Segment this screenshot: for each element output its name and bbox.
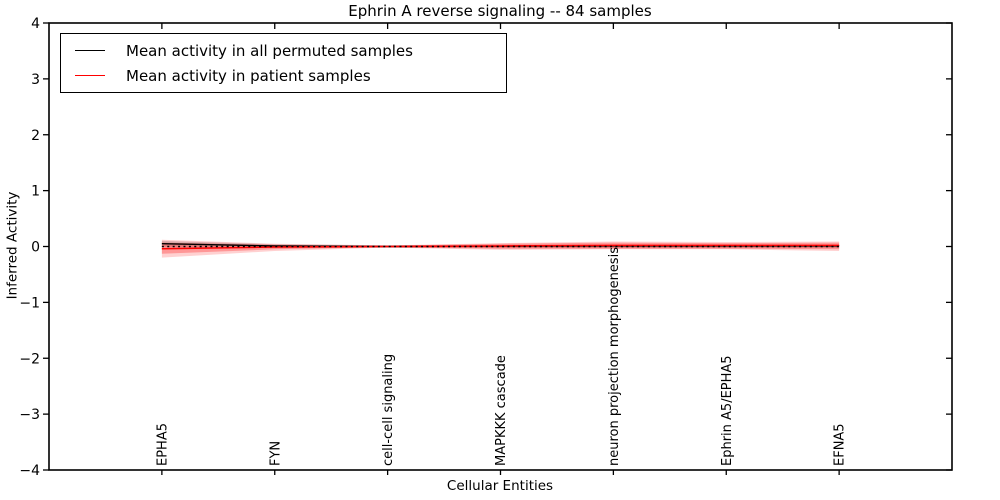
- band-patient-std-band-outer: [161, 239, 840, 258]
- x-tick-label: EFNA5: [833, 423, 848, 466]
- x-tick-label: EPHA5: [155, 423, 170, 466]
- x-tick-label: neuron projection morphogenesis: [607, 247, 622, 466]
- x-tick-label: MAPKKK cascade: [494, 355, 509, 466]
- y-tick-label: 2: [31, 128, 40, 144]
- legend-entry-patient: Mean activity in patient samples: [61, 64, 506, 88]
- y-tick-label: −2: [19, 351, 40, 367]
- y-tick-label: −4: [19, 463, 40, 479]
- y-tick-label: 0: [31, 240, 40, 256]
- y-tick-label: −1: [19, 295, 40, 311]
- chart-title: Ephrin A reverse signaling -- 84 samples: [348, 2, 652, 20]
- x-tick-label: Ephrin A5/EPHA5: [720, 355, 735, 466]
- x-axis-label: Cellular Entities: [446, 478, 554, 494]
- x-tick-label: FYN: [268, 441, 283, 466]
- y-tick-label: 4: [31, 16, 40, 32]
- series-line-mean-activity-in-patient-samples: [161, 244, 840, 250]
- legend-line-sample-patient: [75, 75, 105, 76]
- x-tick-label: cell-cell signaling: [381, 354, 396, 466]
- legend-line-sample-permuted: [75, 50, 105, 51]
- y-tick-label: 3: [31, 72, 40, 88]
- y-tick-label: −3: [19, 407, 40, 423]
- chart-legend: Mean activity in all permuted samples Me…: [60, 33, 507, 93]
- legend-label-patient: Mean activity in patient samples: [126, 66, 371, 85]
- legend-entry-permuted: Mean activity in all permuted samples: [61, 39, 506, 63]
- legend-label-permuted: Mean activity in all permuted samples: [126, 41, 413, 60]
- y-axis-label: Inferred Activity: [4, 191, 21, 300]
- y-tick-label: 1: [31, 184, 40, 200]
